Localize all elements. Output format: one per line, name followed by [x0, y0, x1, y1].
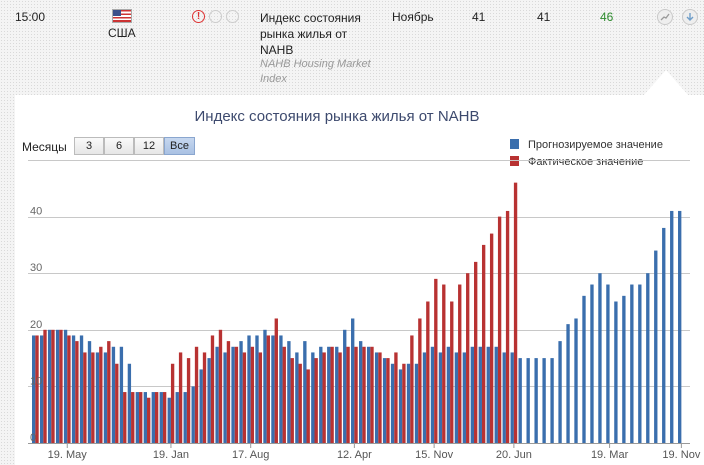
legend-swatch-forecast [510, 139, 519, 149]
event-row[interactable]: 15:00 США ! Индекс состояния рынка жилья… [0, 0, 704, 95]
event-period: Ноябрь [392, 10, 434, 24]
legend-label-forecast[interactable]: Прогнозируемое значение [528, 139, 663, 151]
range-button-6[interactable]: 6 [104, 137, 134, 155]
legend-swatch-actual [510, 156, 519, 166]
popup-pointer [643, 70, 689, 96]
event-country: США [108, 26, 136, 40]
legend-label-actual[interactable]: Фактическое значение [528, 156, 644, 168]
event-forecast: 41 [537, 10, 551, 24]
range-label: Месяцы [22, 140, 67, 154]
range-button-3[interactable]: 3 [74, 137, 104, 155]
volatility-high-icon: ! [192, 10, 205, 23]
event-previous: 41 [472, 10, 486, 24]
event-subtitle: NAHB Housing Market Index [260, 58, 371, 85]
event-title[interactable]: Индекс состояния рынка жилья от NAHB [260, 11, 361, 57]
range-button-12[interactable]: 12 [134, 137, 164, 155]
volatility-low-icon [226, 10, 239, 23]
add-icon[interactable] [682, 9, 698, 25]
volatility-medium-icon [209, 10, 222, 23]
us-flag-icon [112, 9, 132, 23]
range-button-all[interactable]: Все [164, 137, 195, 155]
event-time: 15:00 [15, 10, 46, 24]
event-actual: 46 [600, 10, 614, 24]
chart-icon[interactable] [657, 9, 673, 25]
